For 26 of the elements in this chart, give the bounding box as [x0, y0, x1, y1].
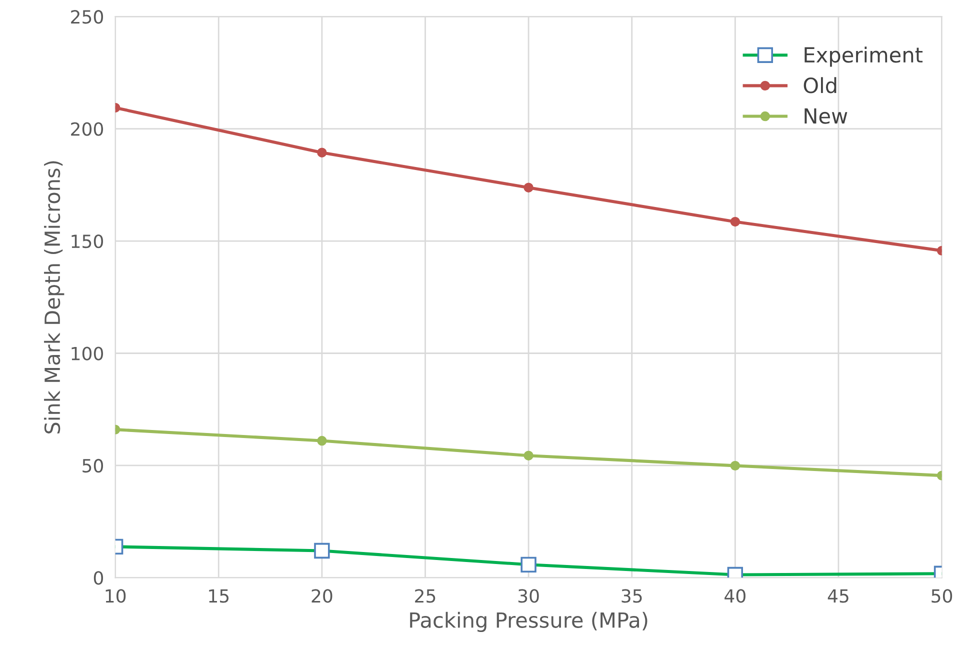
y-tick-label: 50	[82, 458, 104, 473]
x-tick-label: 45	[828, 589, 848, 603]
x-tick-label: 40	[724, 589, 746, 603]
point	[524, 182, 534, 192]
legend-label: Experiment	[804, 46, 923, 67]
point	[730, 216, 740, 227]
point	[524, 450, 534, 460]
y-tick-label: 250	[71, 10, 104, 24]
x-tick-label: 30	[518, 589, 539, 603]
y-tick-label: 0	[94, 571, 104, 585]
x-tick-label: 10	[106, 589, 126, 603]
x-tick-label: 50	[932, 589, 952, 603]
legend-label: New	[804, 108, 848, 124]
y-tick-label: 200	[71, 122, 104, 136]
y-tick-label: 150	[72, 234, 104, 248]
y-axis-title: Sink Mark Depth (Microns)	[44, 161, 64, 434]
point	[317, 436, 327, 446]
x-tick-label: 15	[209, 589, 229, 603]
point	[730, 460, 740, 471]
x-tick-label: 25	[415, 589, 436, 603]
legend-label: Old	[804, 77, 836, 94]
x-axis-title: Packing Pressure (MPa)	[410, 612, 648, 632]
y-tick-label: 100	[72, 346, 104, 360]
x-tick-label: 35	[622, 589, 642, 603]
x-tick-label: 20	[312, 589, 332, 603]
point	[317, 148, 327, 158]
